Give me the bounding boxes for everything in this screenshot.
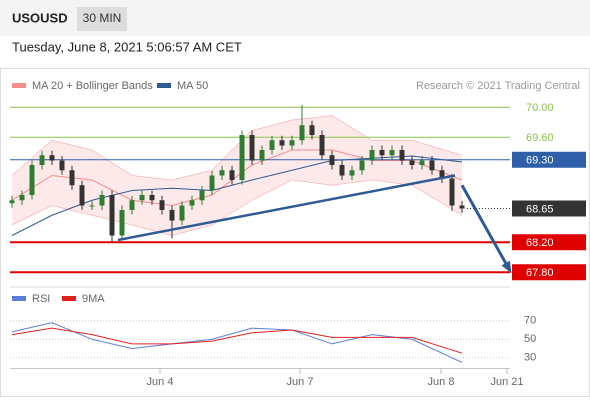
rsi-line	[11, 322, 463, 363]
level-box	[512, 200, 586, 217]
rsi-tick-label: 70	[524, 315, 536, 327]
candle-body	[139, 195, 145, 201]
candle-body	[69, 170, 75, 186]
timeframe[interactable]: 30 MIN	[83, 11, 122, 25]
trendline	[117, 174, 456, 242]
candle-body	[229, 170, 235, 180]
level-box	[512, 151, 586, 168]
candle-body	[129, 200, 135, 210]
symbol: USOUSD	[12, 10, 68, 25]
legend-label: MA 50	[177, 80, 208, 92]
candle-body	[339, 165, 345, 176]
candle-body	[349, 170, 355, 176]
candle-body	[429, 160, 435, 171]
candle-body	[259, 150, 265, 161]
candle-body	[419, 160, 425, 165]
legend-swatch	[157, 83, 171, 88]
candle-body	[289, 140, 295, 146]
bollinger-fill	[12, 115, 462, 236]
candle-body	[369, 150, 375, 161]
candle-body	[19, 195, 25, 201]
candle-body	[319, 135, 325, 156]
rsi-legend-label: RSI	[32, 293, 50, 305]
candle-body	[109, 195, 115, 236]
candle-body	[59, 160, 65, 171]
candle-body	[9, 200, 15, 204]
candle-body	[249, 135, 255, 161]
x-tick-label: Jun 8	[428, 376, 455, 388]
candle-body	[389, 150, 395, 156]
candle-body	[179, 205, 185, 221]
x-tick-label: Jun 21	[490, 376, 523, 388]
rsi-line	[11, 327, 463, 354]
candle-body	[359, 160, 365, 171]
candle-body	[159, 200, 165, 210]
candle-body	[219, 170, 225, 176]
level-label: 68.65	[526, 203, 554, 215]
level-box	[512, 264, 586, 281]
arrow-head	[501, 260, 512, 274]
rsi-legend-label: 9MA	[82, 293, 105, 305]
candle-body	[459, 205, 465, 209]
candle-body	[119, 210, 125, 236]
candle-body	[299, 125, 305, 141]
legend-swatch	[12, 83, 26, 88]
level-label: 67.80	[526, 267, 554, 279]
candle-body	[449, 178, 455, 206]
candle-body	[269, 140, 275, 150]
forecast-arrow	[460, 184, 512, 272]
candle-body	[399, 150, 405, 161]
x-tick-label: Jun 7	[287, 376, 314, 388]
ma50-line	[11, 155, 463, 236]
credit: Research © 2021 Trading Central	[416, 80, 580, 92]
level-label: 68.20	[526, 237, 554, 249]
candle-body	[209, 175, 215, 191]
level-label: 69.60	[526, 132, 554, 144]
legend-label: MA 20 + Bollinger Bands	[32, 80, 153, 92]
level-label: 69.30	[526, 155, 554, 167]
bollinger-upper	[11, 115, 463, 181]
candle-body	[79, 185, 85, 206]
date: Tuesday, June 8, 2021 5:06:57 AM CET	[12, 39, 242, 54]
candle-body	[99, 195, 105, 206]
candle-body	[439, 170, 445, 179]
candle-body	[29, 165, 35, 195]
bollinger-lower	[11, 179, 463, 236]
candle-body	[239, 135, 245, 180]
candle-body	[279, 140, 285, 146]
candle-body	[39, 155, 45, 165]
timeframe-button[interactable]	[77, 7, 127, 31]
level-label: 70.00	[526, 102, 554, 114]
candle-body	[309, 125, 315, 135]
rsi-legend-swatch	[12, 296, 26, 301]
rsi-legend-swatch	[62, 296, 76, 301]
chart-frame	[0, 68, 590, 397]
rsi-tick-label: 30	[524, 352, 536, 364]
candle-body	[169, 210, 175, 221]
candle-body	[189, 200, 195, 206]
x-tick-label: Jun 4	[147, 376, 174, 388]
x-axis	[10, 368, 510, 369]
candle-body	[89, 205, 95, 207]
candle-body	[409, 160, 415, 165]
candle-body	[149, 195, 155, 201]
candle-body	[379, 150, 385, 156]
candle-body	[49, 155, 55, 161]
candle-body	[199, 190, 205, 201]
rsi-tick-label: 50	[524, 333, 536, 345]
level-box	[512, 234, 586, 251]
candle-body	[329, 155, 335, 165]
